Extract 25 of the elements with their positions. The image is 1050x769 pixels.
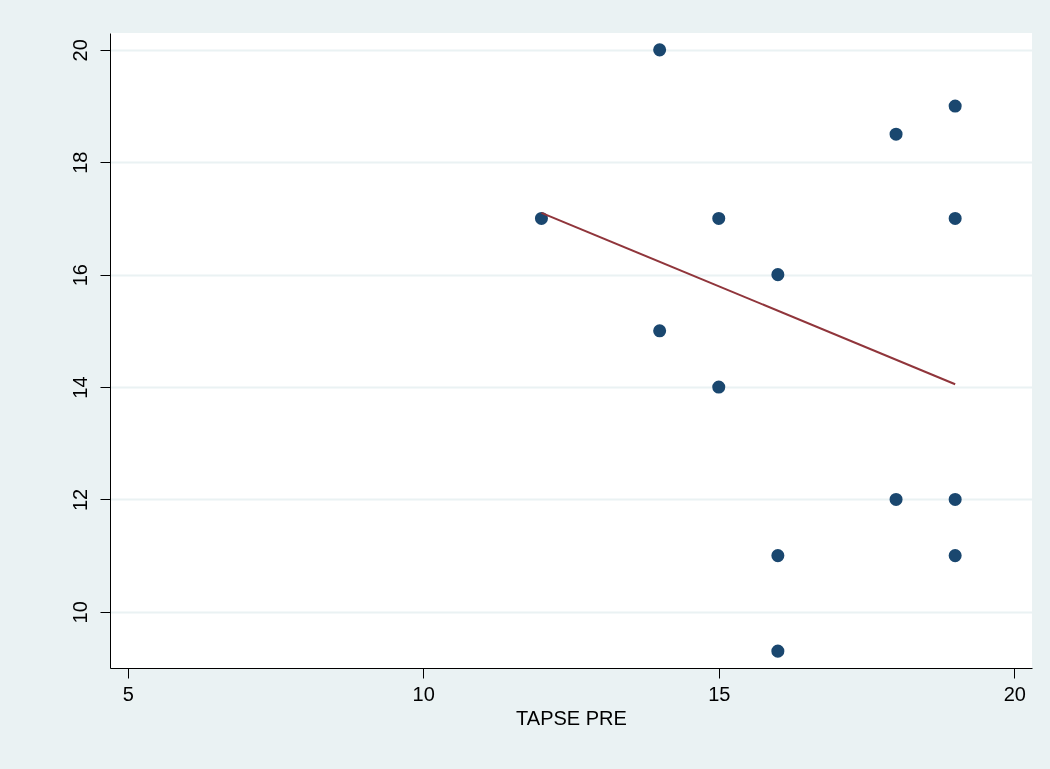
y-tick-label: 12 <box>68 488 91 512</box>
point <box>653 324 667 338</box>
point <box>653 43 667 57</box>
x-tick-label: 10 <box>412 682 435 705</box>
point <box>534 211 548 225</box>
point <box>771 549 785 563</box>
point <box>889 492 903 506</box>
point <box>948 211 962 225</box>
point <box>712 380 726 394</box>
x-tick-label: 5 <box>122 682 134 705</box>
y-tick-label: 16 <box>68 264 91 287</box>
point <box>889 127 903 141</box>
x-tick-label: 20 <box>1003 682 1026 705</box>
point <box>771 268 785 282</box>
point <box>771 644 785 658</box>
y-tick-label: 14 <box>68 376 91 399</box>
y-tick-label: 18 <box>68 151 91 174</box>
point <box>948 549 962 563</box>
point <box>948 99 962 113</box>
x-tick-label: 15 <box>708 682 731 705</box>
x-axis-title: TAPSE PRE <box>516 706 627 729</box>
point <box>712 211 726 225</box>
y-tick-label: 20 <box>68 39 91 62</box>
y-tick-label: 10 <box>68 601 91 624</box>
point <box>948 492 962 506</box>
